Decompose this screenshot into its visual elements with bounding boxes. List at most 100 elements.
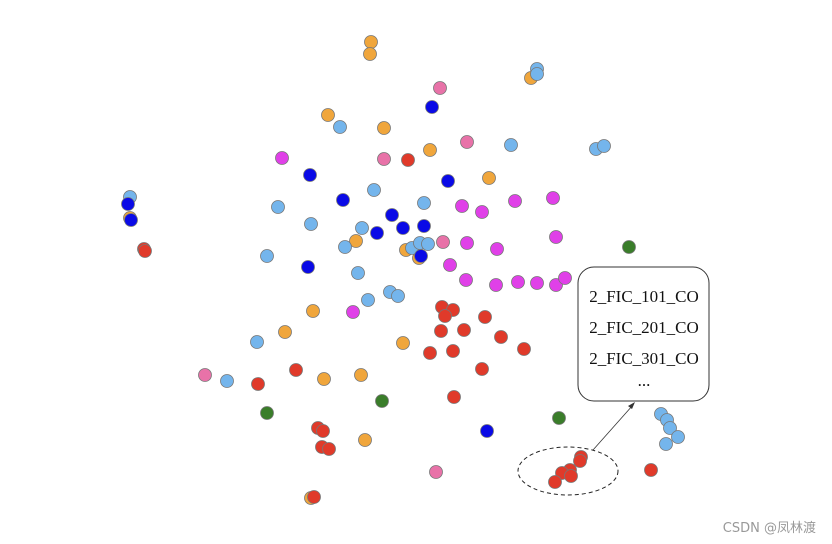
point xyxy=(354,368,368,382)
point xyxy=(671,430,685,444)
point xyxy=(558,271,572,285)
point xyxy=(307,490,321,504)
point xyxy=(475,362,489,376)
point xyxy=(460,135,474,149)
point xyxy=(377,121,391,135)
point xyxy=(659,437,673,451)
point xyxy=(455,199,469,213)
point xyxy=(414,249,428,263)
point xyxy=(436,235,450,249)
annotation-line: 2_FIC_101_CO xyxy=(589,287,699,306)
cluster-ellipse xyxy=(517,446,619,496)
point xyxy=(321,108,335,122)
point xyxy=(546,191,560,205)
point xyxy=(429,465,443,479)
point xyxy=(564,469,578,483)
point xyxy=(364,35,378,49)
point xyxy=(322,442,336,456)
point xyxy=(441,174,455,188)
point xyxy=(573,454,587,468)
point xyxy=(304,217,318,231)
point xyxy=(504,138,518,152)
point xyxy=(460,236,474,250)
point xyxy=(459,273,473,287)
point xyxy=(275,151,289,165)
annotation-line: ... xyxy=(638,371,651,390)
point xyxy=(260,406,274,420)
point xyxy=(355,221,369,235)
point xyxy=(490,242,504,256)
point xyxy=(370,226,384,240)
point xyxy=(511,275,525,289)
point xyxy=(260,249,274,263)
point xyxy=(548,475,562,489)
point xyxy=(622,240,636,254)
point xyxy=(358,433,372,447)
point xyxy=(138,244,152,258)
point xyxy=(508,194,522,208)
point xyxy=(457,323,471,337)
point xyxy=(271,200,285,214)
point xyxy=(396,221,410,235)
point xyxy=(377,152,391,166)
point xyxy=(417,196,431,210)
point xyxy=(251,377,265,391)
point xyxy=(338,240,352,254)
point xyxy=(198,368,212,382)
point xyxy=(482,171,496,185)
annotation-box xyxy=(577,266,710,402)
point xyxy=(367,183,381,197)
point xyxy=(278,325,292,339)
point xyxy=(421,237,435,251)
point xyxy=(375,394,389,408)
point xyxy=(346,305,360,319)
point xyxy=(517,342,531,356)
point xyxy=(423,143,437,157)
point xyxy=(385,208,399,222)
point xyxy=(121,197,135,211)
point xyxy=(220,374,234,388)
point xyxy=(446,344,460,358)
point xyxy=(316,424,330,438)
point xyxy=(250,335,264,349)
point xyxy=(303,168,317,182)
point xyxy=(549,230,563,244)
point xyxy=(597,139,611,153)
point xyxy=(489,278,503,292)
annotation-line: 2_FIC_201_CO xyxy=(589,318,699,337)
point xyxy=(644,463,658,477)
point xyxy=(363,47,377,61)
arrow xyxy=(592,404,634,451)
point xyxy=(494,330,508,344)
point xyxy=(289,363,303,377)
point xyxy=(336,193,350,207)
point xyxy=(530,67,544,81)
point xyxy=(434,324,448,338)
point xyxy=(552,411,566,425)
point xyxy=(478,310,492,324)
point xyxy=(480,424,494,438)
point xyxy=(433,81,447,95)
point xyxy=(391,289,405,303)
point xyxy=(447,390,461,404)
arrow-head xyxy=(628,402,635,409)
point xyxy=(425,100,439,114)
point xyxy=(443,258,457,272)
point xyxy=(301,260,315,274)
points xyxy=(121,35,685,505)
point xyxy=(401,153,415,167)
point xyxy=(361,293,375,307)
point xyxy=(349,234,363,248)
point xyxy=(530,276,544,290)
point xyxy=(423,346,437,360)
point xyxy=(333,120,347,134)
point xyxy=(351,266,365,280)
annotation-line: 2_FIC_301_CO xyxy=(589,349,699,368)
point xyxy=(306,304,320,318)
point xyxy=(438,309,452,323)
watermark: CSDN @凤林渡 xyxy=(723,520,816,536)
point xyxy=(417,219,431,233)
point xyxy=(124,213,138,227)
point xyxy=(663,421,677,435)
